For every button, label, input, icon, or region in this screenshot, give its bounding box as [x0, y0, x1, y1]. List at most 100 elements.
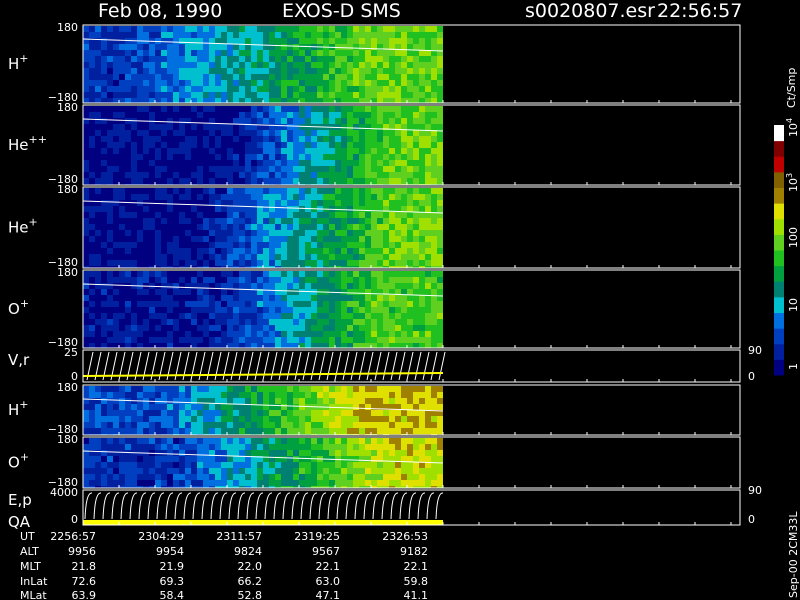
- spectrogram-cell: [95, 112, 101, 118]
- spectrogram-cell: [425, 212, 431, 218]
- spectrogram-cell: [215, 38, 221, 44]
- spectrogram-cell: [353, 80, 359, 86]
- spectrogram-cell: [299, 194, 305, 200]
- spectrogram-cell: [233, 32, 239, 38]
- spectrogram-cell: [299, 277, 305, 283]
- spectrogram-cell: [149, 124, 155, 130]
- arc: [219, 492, 228, 520]
- spectrogram-cell: [215, 337, 221, 343]
- axis-bottom: −180: [48, 476, 78, 489]
- spectrogram-cell: [353, 38, 359, 44]
- spectrogram-cell: [251, 468, 257, 474]
- spectrogram-cell: [233, 154, 239, 160]
- arc: [201, 492, 210, 520]
- spectrogram-cell: [179, 136, 185, 142]
- spectrogram-cell: [335, 283, 341, 289]
- spectrogram-cell: [167, 486, 173, 488]
- spectrogram-cell: [167, 343, 173, 348]
- spectrogram-cell: [173, 307, 179, 313]
- spectrogram-cell: [221, 212, 227, 218]
- spectrogram-cell: [281, 474, 287, 480]
- spectrogram-cell: [101, 289, 107, 295]
- spectrogram-cell: [149, 80, 155, 86]
- spectrogram-cell: [389, 438, 395, 444]
- spectrogram-cell: [167, 160, 173, 166]
- spectrogram-cell: [359, 266, 365, 268]
- spectrogram-cell: [335, 410, 341, 416]
- spectrogram-cell: [311, 343, 317, 348]
- spectrogram-cell: [353, 343, 359, 348]
- spectrogram-cell: [431, 130, 437, 136]
- spectrogram-cell: [227, 416, 233, 422]
- spectrogram-cell: [113, 438, 119, 444]
- spectrogram-cell: [83, 410, 89, 416]
- spectrogram-cell: [311, 283, 317, 289]
- spectrogram-cell: [371, 242, 377, 248]
- spectrogram-cell: [131, 343, 137, 348]
- spectrogram-cell: [233, 172, 239, 178]
- spectrogram-cell: [191, 224, 197, 230]
- spectrogram-cell: [119, 271, 125, 277]
- spectrogram-cell: [311, 468, 317, 474]
- spectrogram-cell: [311, 392, 317, 398]
- spectrogram-cell: [401, 68, 407, 74]
- spectrogram-cell: [437, 92, 443, 98]
- spectrogram-cell: [143, 172, 149, 178]
- spectrogram-cell: [89, 331, 95, 337]
- spectrogram-cell: [281, 148, 287, 154]
- spectrogram-cell: [395, 410, 401, 416]
- spectrogram-cell: [239, 200, 245, 206]
- spectrogram-cell: [245, 44, 251, 50]
- spectrogram-cell: [227, 260, 233, 266]
- spectrogram-cell: [251, 266, 257, 268]
- spectrogram-cell: [293, 92, 299, 98]
- spectrogram-cell: [239, 486, 245, 488]
- spectrogram-cell: [281, 80, 287, 86]
- spectrogram-cell: [179, 456, 185, 462]
- spectrogram-cell: [425, 218, 431, 224]
- spectrogram-cell: [191, 80, 197, 86]
- spectrogram-cell: [83, 462, 89, 468]
- spectrogram-cell: [401, 194, 407, 200]
- spectrogram-cell: [89, 283, 95, 289]
- spectrogram-cell: [155, 44, 161, 50]
- spectrogram-cell: [257, 218, 263, 224]
- spectrogram-cell: [245, 26, 251, 32]
- spectrogram-cell: [371, 136, 377, 142]
- spectrogram-cell: [263, 301, 269, 307]
- spectrogram-cell: [167, 277, 173, 283]
- spectrogram-cell: [347, 26, 353, 32]
- spectrogram-cell: [383, 124, 389, 130]
- spectrogram-cell: [317, 343, 323, 348]
- spectrogram-cell: [353, 74, 359, 80]
- spectrogram-cell: [95, 325, 101, 331]
- spectrogram-cell: [419, 266, 425, 268]
- spectrogram-cell: [95, 172, 101, 178]
- spectrogram-cell: [413, 307, 419, 313]
- spectrogram-cell: [131, 224, 137, 230]
- spectrogram-cell: [299, 331, 305, 337]
- spectrogram-cell: [209, 136, 215, 142]
- spectrogram-cell: [269, 404, 275, 410]
- spectrogram-cell: [239, 172, 245, 178]
- spectrogram-cell: [197, 444, 203, 450]
- spectrogram-cell: [197, 200, 203, 206]
- spectrogram-cell: [401, 172, 407, 178]
- charge: +: [19, 398, 28, 411]
- spectrogram-cell: [251, 295, 257, 301]
- spectrogram-cell: [377, 254, 383, 260]
- spectrogram-cell: [107, 200, 113, 206]
- spectrogram-cell: [317, 295, 323, 301]
- spectrogram-cell: [383, 392, 389, 398]
- spectrogram-cell: [419, 188, 425, 194]
- spectrogram-cell: [335, 160, 341, 166]
- spectrogram-cell: [431, 410, 437, 416]
- spectrogram-cell: [335, 194, 341, 200]
- spectrogram-cell: [341, 50, 347, 56]
- spectrogram-cell: [209, 486, 215, 488]
- spectrogram-cell: [419, 118, 425, 124]
- spectrogram-cell: [167, 337, 173, 343]
- spectrogram-cell: [257, 295, 263, 301]
- spectrogram-cell: [341, 80, 347, 86]
- spectrogram-cell: [173, 468, 179, 474]
